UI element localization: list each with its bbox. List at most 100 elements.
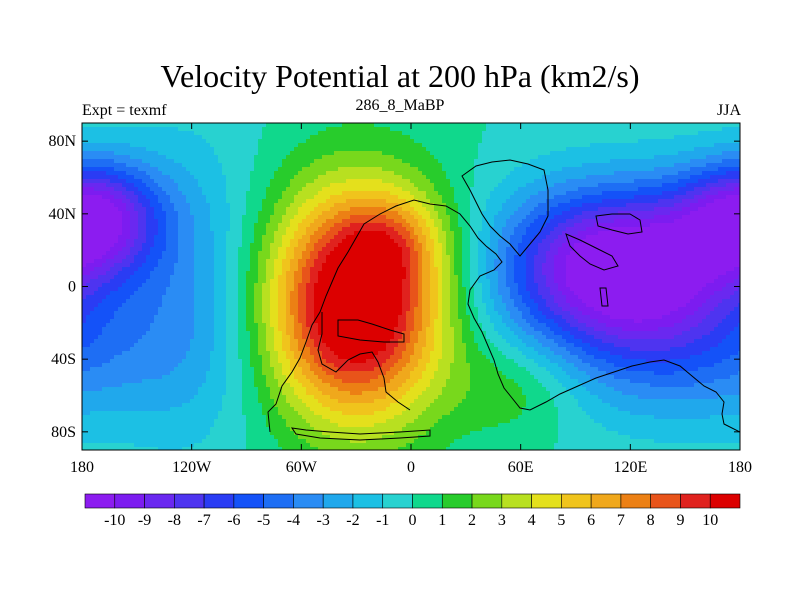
field-cell bbox=[682, 187, 687, 192]
field-cell bbox=[530, 139, 535, 144]
field-cell bbox=[338, 143, 343, 148]
field-cell bbox=[502, 235, 507, 240]
field-cell bbox=[274, 139, 279, 144]
field-cell bbox=[182, 163, 187, 168]
field-cell bbox=[90, 167, 95, 172]
field-cell bbox=[166, 223, 171, 228]
field-cell bbox=[506, 147, 511, 152]
field-cell bbox=[82, 243, 87, 248]
field-cell bbox=[294, 227, 299, 232]
field-cell bbox=[694, 167, 699, 172]
field-cell bbox=[494, 191, 499, 196]
field-cell bbox=[370, 155, 375, 160]
field-cell bbox=[334, 207, 339, 212]
field-cell bbox=[190, 207, 195, 212]
field-cell bbox=[582, 155, 587, 160]
field-cell bbox=[666, 231, 671, 236]
field-cell bbox=[430, 131, 435, 136]
field-cell bbox=[490, 135, 495, 140]
field-cell bbox=[662, 235, 667, 240]
field-cell bbox=[546, 231, 551, 236]
field-cell bbox=[510, 219, 515, 224]
field-cell bbox=[366, 191, 371, 196]
field-cell bbox=[582, 139, 587, 144]
field-cell bbox=[134, 135, 139, 140]
field-cell bbox=[470, 151, 475, 156]
field-cell bbox=[126, 167, 131, 172]
field-cell bbox=[174, 159, 179, 164]
field-cell bbox=[686, 143, 691, 148]
field-cell bbox=[122, 195, 127, 200]
field-cell bbox=[558, 139, 563, 144]
field-cell bbox=[542, 183, 547, 188]
field-cell bbox=[682, 239, 687, 244]
field-cell bbox=[206, 175, 211, 180]
field-cell bbox=[438, 147, 443, 152]
field-cell bbox=[514, 163, 519, 168]
field-cell bbox=[578, 215, 583, 220]
field-cell bbox=[322, 227, 327, 232]
field-cell bbox=[670, 183, 675, 188]
field-cell bbox=[494, 227, 499, 232]
field-cell bbox=[374, 135, 379, 140]
field-cell bbox=[106, 207, 111, 212]
field-cell bbox=[338, 171, 343, 176]
field-cell bbox=[306, 195, 311, 200]
field-cell bbox=[290, 143, 295, 148]
field-cell bbox=[194, 151, 199, 156]
field-cell bbox=[382, 147, 387, 152]
field-cell bbox=[270, 223, 275, 228]
field-cell bbox=[390, 179, 395, 184]
field-cell bbox=[474, 195, 479, 200]
field-cell bbox=[490, 175, 495, 180]
field-cell bbox=[266, 163, 271, 168]
field-cell bbox=[426, 191, 431, 196]
field-cell bbox=[182, 239, 187, 244]
field-cell bbox=[498, 187, 503, 192]
field-cell bbox=[130, 131, 135, 136]
field-cell bbox=[662, 167, 667, 172]
field-cell bbox=[618, 199, 623, 204]
field-cell bbox=[270, 187, 275, 192]
field-cell bbox=[194, 123, 199, 128]
field-cell bbox=[86, 139, 91, 144]
field-cell bbox=[158, 135, 163, 140]
field-cell bbox=[402, 159, 407, 164]
field-cell bbox=[86, 151, 91, 156]
field-cell bbox=[118, 135, 123, 140]
field-cell bbox=[218, 167, 223, 172]
field-cell bbox=[706, 163, 711, 168]
field-cell bbox=[362, 131, 367, 136]
field-cell bbox=[290, 171, 295, 176]
field-cell bbox=[482, 171, 487, 176]
field-cell bbox=[150, 215, 155, 220]
field-cell bbox=[542, 195, 547, 200]
field-cell bbox=[610, 183, 615, 188]
field-cell bbox=[474, 123, 479, 128]
field-cell bbox=[482, 203, 487, 208]
field-cell bbox=[138, 159, 143, 164]
field-cell bbox=[434, 139, 439, 144]
field-cell bbox=[98, 191, 103, 196]
field-cell bbox=[698, 139, 703, 144]
field-cell bbox=[110, 235, 115, 240]
field-cell bbox=[578, 183, 583, 188]
field-cell bbox=[458, 227, 463, 232]
field-cell bbox=[726, 231, 731, 236]
field-cell bbox=[506, 211, 511, 216]
field-cell bbox=[418, 127, 423, 132]
field-cell bbox=[470, 219, 475, 224]
field-cell bbox=[302, 215, 307, 220]
field-cell bbox=[142, 211, 147, 216]
field-cell bbox=[174, 183, 179, 188]
field-cell bbox=[122, 175, 127, 180]
field-cell bbox=[322, 127, 327, 132]
field-cell bbox=[202, 203, 207, 208]
field-cell bbox=[462, 223, 467, 228]
field-cell bbox=[582, 183, 587, 188]
field-cell bbox=[114, 159, 119, 164]
field-cell bbox=[254, 239, 259, 244]
field-cell bbox=[130, 243, 135, 248]
field-cell bbox=[118, 147, 123, 152]
field-cell bbox=[234, 123, 239, 128]
